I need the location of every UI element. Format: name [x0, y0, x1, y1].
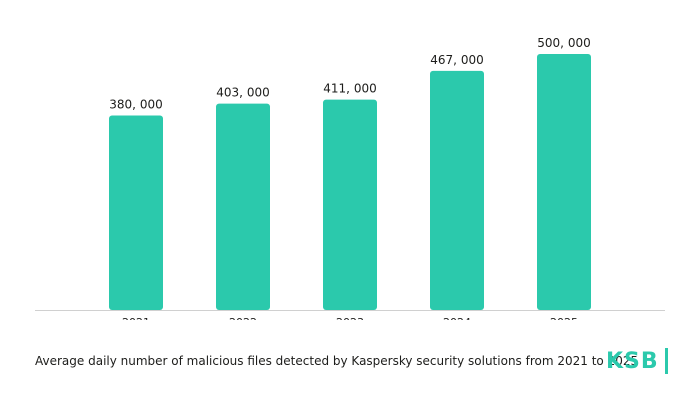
- bar-2024: [430, 70, 484, 310]
- bar-2021: [109, 115, 163, 310]
- value-label-2021: 380, 000: [109, 97, 162, 111]
- bar-chart: 380, 000 403, 000 411, 000 467, 000 500, 000…: [35, 36, 665, 320]
- x-tick-label-2021: 2021: [122, 316, 150, 320]
- logo-bar-icon: [664, 348, 668, 374]
- bar-2022: [216, 103, 270, 310]
- x-tick-label-2022: 2022: [229, 316, 257, 320]
- x-tick-label-2025: 2025: [550, 316, 578, 320]
- value-labels-group: 380, 000 403, 000 411, 000 467, 000 500, 000: [109, 36, 590, 111]
- logo-text: KSB: [606, 348, 659, 374]
- bar-2023: [323, 99, 377, 311]
- value-label-2025: 500, 000: [537, 36, 590, 50]
- ksb-logo: KSB: [606, 346, 668, 376]
- value-label-2024: 467, 000: [430, 53, 483, 67]
- bar-2025: [537, 54, 591, 310]
- x-tick-labels-group: 2021 2022 2023 2024 2025: [122, 316, 578, 320]
- x-tick-label-2024: 2024: [443, 316, 471, 320]
- value-label-2023: 411, 000: [323, 82, 376, 96]
- bars-group: [109, 54, 591, 311]
- value-label-2022: 403, 000: [216, 86, 269, 100]
- x-tick-label-2023: 2023: [336, 316, 364, 320]
- chart-caption: Average daily number of malicious files …: [35, 354, 639, 368]
